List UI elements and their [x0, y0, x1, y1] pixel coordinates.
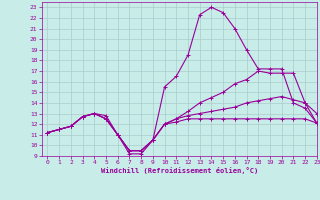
X-axis label: Windchill (Refroidissement éolien,°C): Windchill (Refroidissement éolien,°C) [100, 167, 258, 174]
